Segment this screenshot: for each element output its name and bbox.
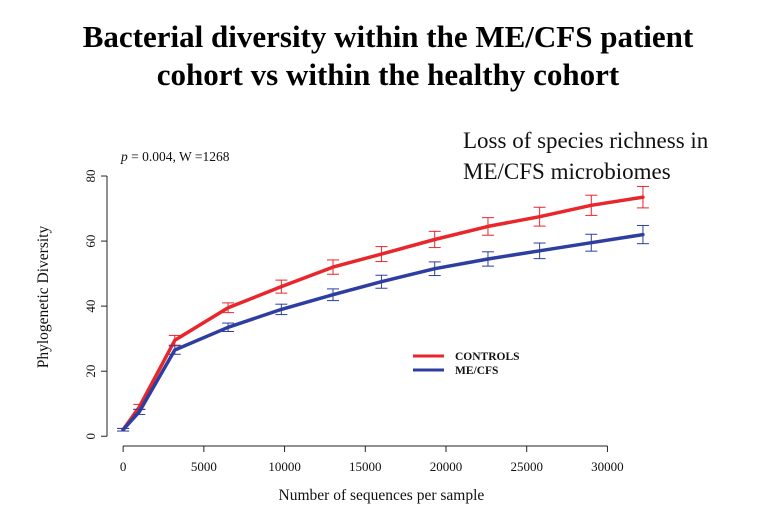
series-line <box>121 232 645 432</box>
x-tick-label: 30000 <box>591 459 624 474</box>
y-tick-label: 20 <box>83 365 98 378</box>
series-me-cfs <box>117 224 649 432</box>
x-tick-label: 15000 <box>349 459 382 474</box>
slide-title-line-2: cohort vs within the healthy cohort <box>156 57 620 92</box>
y-tick-label: 80 <box>83 170 98 183</box>
x-tick-label: 0 <box>120 459 127 474</box>
legend-label: ME/CFS <box>455 365 498 377</box>
x-tick-label: 5000 <box>191 459 217 474</box>
y-tick-label: 40 <box>83 300 98 313</box>
x-tick-label: 20000 <box>430 459 463 474</box>
series-line <box>121 195 645 432</box>
x-tick-label: 25000 <box>510 459 543 474</box>
legend-label: CONTROLS <box>455 351 520 363</box>
p-value-text: = 0.004, W =1268 <box>128 149 230 164</box>
y-tick-label: 60 <box>83 235 98 248</box>
callout-line-2: ME/CFS microbiomes <box>463 159 671 184</box>
chart-axes: 0 5000 10000 15000 20000 25000 30000 0 20 40 60 80 <box>83 170 624 474</box>
p-value-symbol: p <box>120 149 128 164</box>
y-axis-title: Phylogenetic Diversity <box>35 226 52 369</box>
chart-legend: CONTROLS ME/CFS <box>413 351 520 377</box>
x-axis-title: Number of sequences per sample <box>279 487 485 504</box>
y-tick-label: 0 <box>83 433 98 440</box>
chart-series-layer <box>117 185 649 432</box>
p-value-annotation: p = 0.004, W =1268 <box>120 149 230 164</box>
series-controls <box>117 185 649 432</box>
x-tick-label: 10000 <box>268 459 301 474</box>
callout-line-1: Loss of species richness in <box>463 128 709 153</box>
slide-title-line-1: Bacterial diversity within the ME/CFS pa… <box>82 19 694 54</box>
